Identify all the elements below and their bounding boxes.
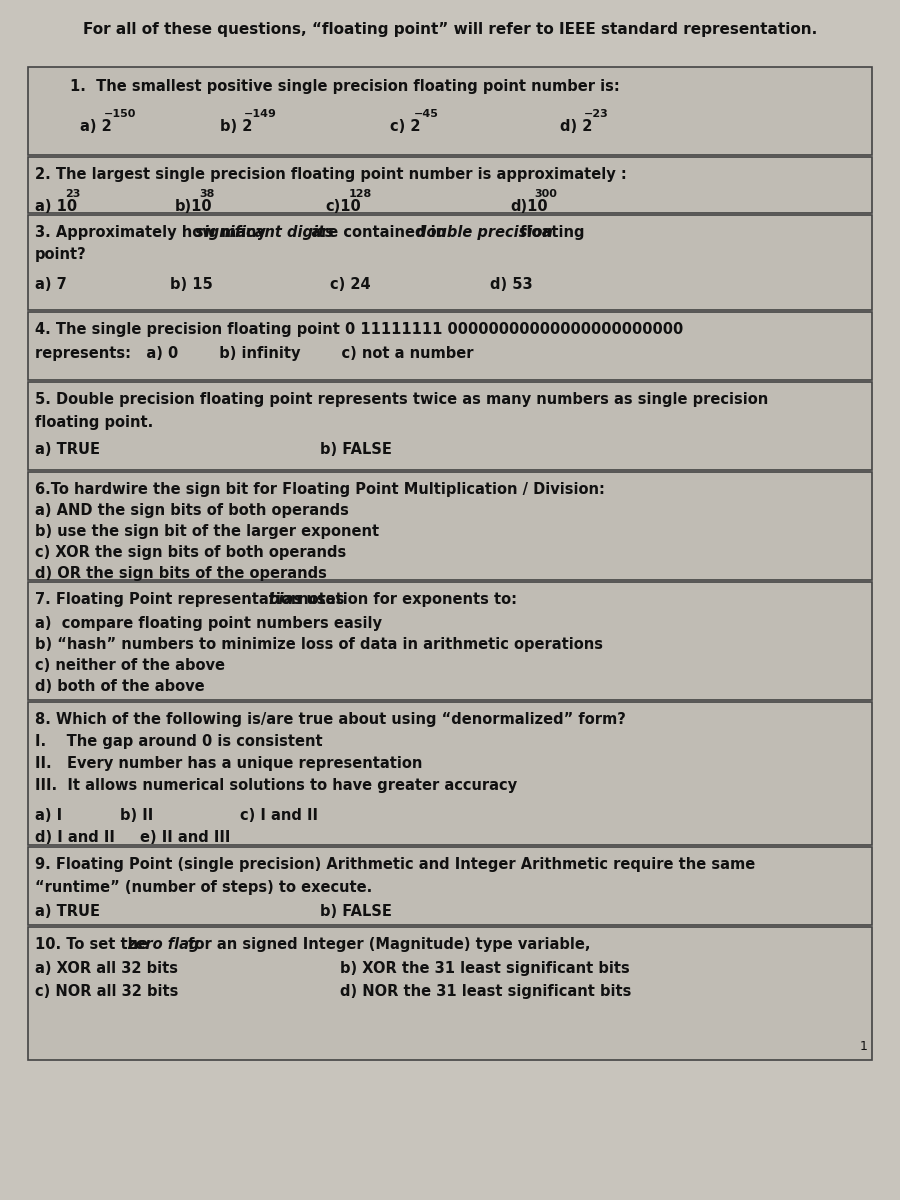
Text: notation for exponents to:: notation for exponents to: bbox=[293, 592, 518, 607]
Bar bbox=[28, 215, 872, 310]
Text: 3. Approximately how many: 3. Approximately how many bbox=[35, 226, 271, 240]
Text: −23: −23 bbox=[584, 109, 608, 119]
Text: −149: −149 bbox=[244, 109, 277, 119]
Text: are contained in: are contained in bbox=[306, 226, 451, 240]
Text: a) TRUE: a) TRUE bbox=[35, 904, 100, 919]
Text: 1.  The smallest positive single precision floating point number is:: 1. The smallest positive single precisio… bbox=[70, 79, 620, 94]
Text: a) 10: a) 10 bbox=[35, 199, 77, 214]
Text: −150: −150 bbox=[104, 109, 137, 119]
Text: bias: bias bbox=[269, 592, 302, 607]
Text: For all of these questions, “floating point” will refer to IEEE standard represe: For all of these questions, “floating po… bbox=[83, 22, 817, 37]
Text: c) NOR all 32 bits: c) NOR all 32 bits bbox=[35, 984, 178, 998]
Text: 10. To set the: 10. To set the bbox=[35, 937, 153, 952]
Text: a) 7: a) 7 bbox=[35, 277, 67, 292]
Text: “runtime” (number of steps) to execute.: “runtime” (number of steps) to execute. bbox=[35, 880, 373, 895]
Text: c) 2: c) 2 bbox=[390, 119, 420, 134]
Text: d) OR the sign bits of the operands: d) OR the sign bits of the operands bbox=[35, 566, 327, 581]
Text: 128: 128 bbox=[349, 188, 373, 199]
Text: I.    The gap around 0 is consistent: I. The gap around 0 is consistent bbox=[35, 734, 322, 749]
Text: b) FALSE: b) FALSE bbox=[320, 442, 392, 457]
Text: III.  It allows numerical solutions to have greater accuracy: III. It allows numerical solutions to ha… bbox=[35, 778, 517, 793]
Text: 1: 1 bbox=[860, 1040, 868, 1054]
Text: 7. Floating Point representation uses: 7. Floating Point representation uses bbox=[35, 592, 349, 607]
Bar bbox=[28, 847, 872, 925]
Text: e) II and III: e) II and III bbox=[140, 830, 230, 845]
Text: a) I: a) I bbox=[35, 808, 62, 823]
Text: d) NOR the 31 least significant bits: d) NOR the 31 least significant bits bbox=[340, 984, 632, 998]
Text: a) TRUE: a) TRUE bbox=[35, 442, 100, 457]
Text: b) II: b) II bbox=[120, 808, 153, 823]
Text: c) neither of the above: c) neither of the above bbox=[35, 658, 225, 673]
Bar bbox=[28, 312, 872, 380]
Text: 9. Floating Point (single precision) Arithmetic and Integer Arithmetic require t: 9. Floating Point (single precision) Ari… bbox=[35, 857, 755, 872]
Text: significant digits: significant digits bbox=[195, 226, 334, 240]
Bar bbox=[28, 382, 872, 470]
Bar bbox=[28, 67, 872, 155]
Text: d) I and II: d) I and II bbox=[35, 830, 115, 845]
Text: a)  compare floating point numbers easily: a) compare floating point numbers easily bbox=[35, 616, 382, 631]
Text: represents:   a) 0        b) infinity        c) not a number: represents: a) 0 b) infinity c) not a nu… bbox=[35, 346, 473, 361]
Bar bbox=[28, 702, 872, 845]
Text: 4. The single precision floating point 0 11111111 00000000000000000000000: 4. The single precision floating point 0… bbox=[35, 322, 683, 337]
Text: 38: 38 bbox=[199, 188, 214, 199]
Text: a) 2: a) 2 bbox=[80, 119, 112, 134]
Bar bbox=[28, 926, 872, 1060]
Text: d) both of the above: d) both of the above bbox=[35, 679, 204, 694]
Text: c) I and II: c) I and II bbox=[240, 808, 318, 823]
Text: d)10: d)10 bbox=[510, 199, 547, 214]
Text: floating: floating bbox=[515, 226, 584, 240]
Text: 8. Which of the following is/are true about using “denormalized” form?: 8. Which of the following is/are true ab… bbox=[35, 712, 626, 727]
Bar bbox=[28, 157, 872, 214]
Text: b) 2: b) 2 bbox=[220, 119, 252, 134]
Text: b) FALSE: b) FALSE bbox=[320, 904, 392, 919]
Text: 300: 300 bbox=[534, 188, 557, 199]
Text: 6.To hardwire the sign bit for Floating Point Multiplication / Division:: 6.To hardwire the sign bit for Floating … bbox=[35, 482, 605, 497]
Text: d) 2: d) 2 bbox=[560, 119, 592, 134]
Text: II.   Every number has a unique representation: II. Every number has a unique representa… bbox=[35, 756, 422, 770]
Text: b) XOR the 31 least significant bits: b) XOR the 31 least significant bits bbox=[340, 961, 630, 976]
Text: 23: 23 bbox=[65, 188, 80, 199]
Text: b) 15: b) 15 bbox=[170, 277, 212, 292]
Text: b) “hash” numbers to minimize loss of data in arithmetic operations: b) “hash” numbers to minimize loss of da… bbox=[35, 637, 603, 652]
Text: zero flag: zero flag bbox=[127, 937, 200, 952]
Text: b)10: b)10 bbox=[175, 199, 212, 214]
Text: d) 53: d) 53 bbox=[490, 277, 533, 292]
Text: floating point.: floating point. bbox=[35, 415, 153, 430]
Text: c) XOR the sign bits of both operands: c) XOR the sign bits of both operands bbox=[35, 545, 347, 560]
Text: 5. Double precision floating point represents twice as many numbers as single pr: 5. Double precision floating point repre… bbox=[35, 392, 769, 407]
Text: b) use the sign bit of the larger exponent: b) use the sign bit of the larger expone… bbox=[35, 524, 379, 539]
Text: c) 24: c) 24 bbox=[330, 277, 371, 292]
Bar bbox=[28, 582, 872, 700]
Text: c)10: c)10 bbox=[325, 199, 361, 214]
Text: −45: −45 bbox=[414, 109, 439, 119]
Text: point?: point? bbox=[35, 247, 86, 262]
Text: for an signed Integer (Magnitude) type variable,: for an signed Integer (Magnitude) type v… bbox=[183, 937, 590, 952]
Text: a) AND the sign bits of both operands: a) AND the sign bits of both operands bbox=[35, 503, 349, 518]
Bar bbox=[28, 472, 872, 580]
Text: a) XOR all 32 bits: a) XOR all 32 bits bbox=[35, 961, 178, 976]
Text: double precision: double precision bbox=[417, 226, 553, 240]
Text: 2. The largest single precision floating point number is approximately :: 2. The largest single precision floating… bbox=[35, 167, 626, 182]
